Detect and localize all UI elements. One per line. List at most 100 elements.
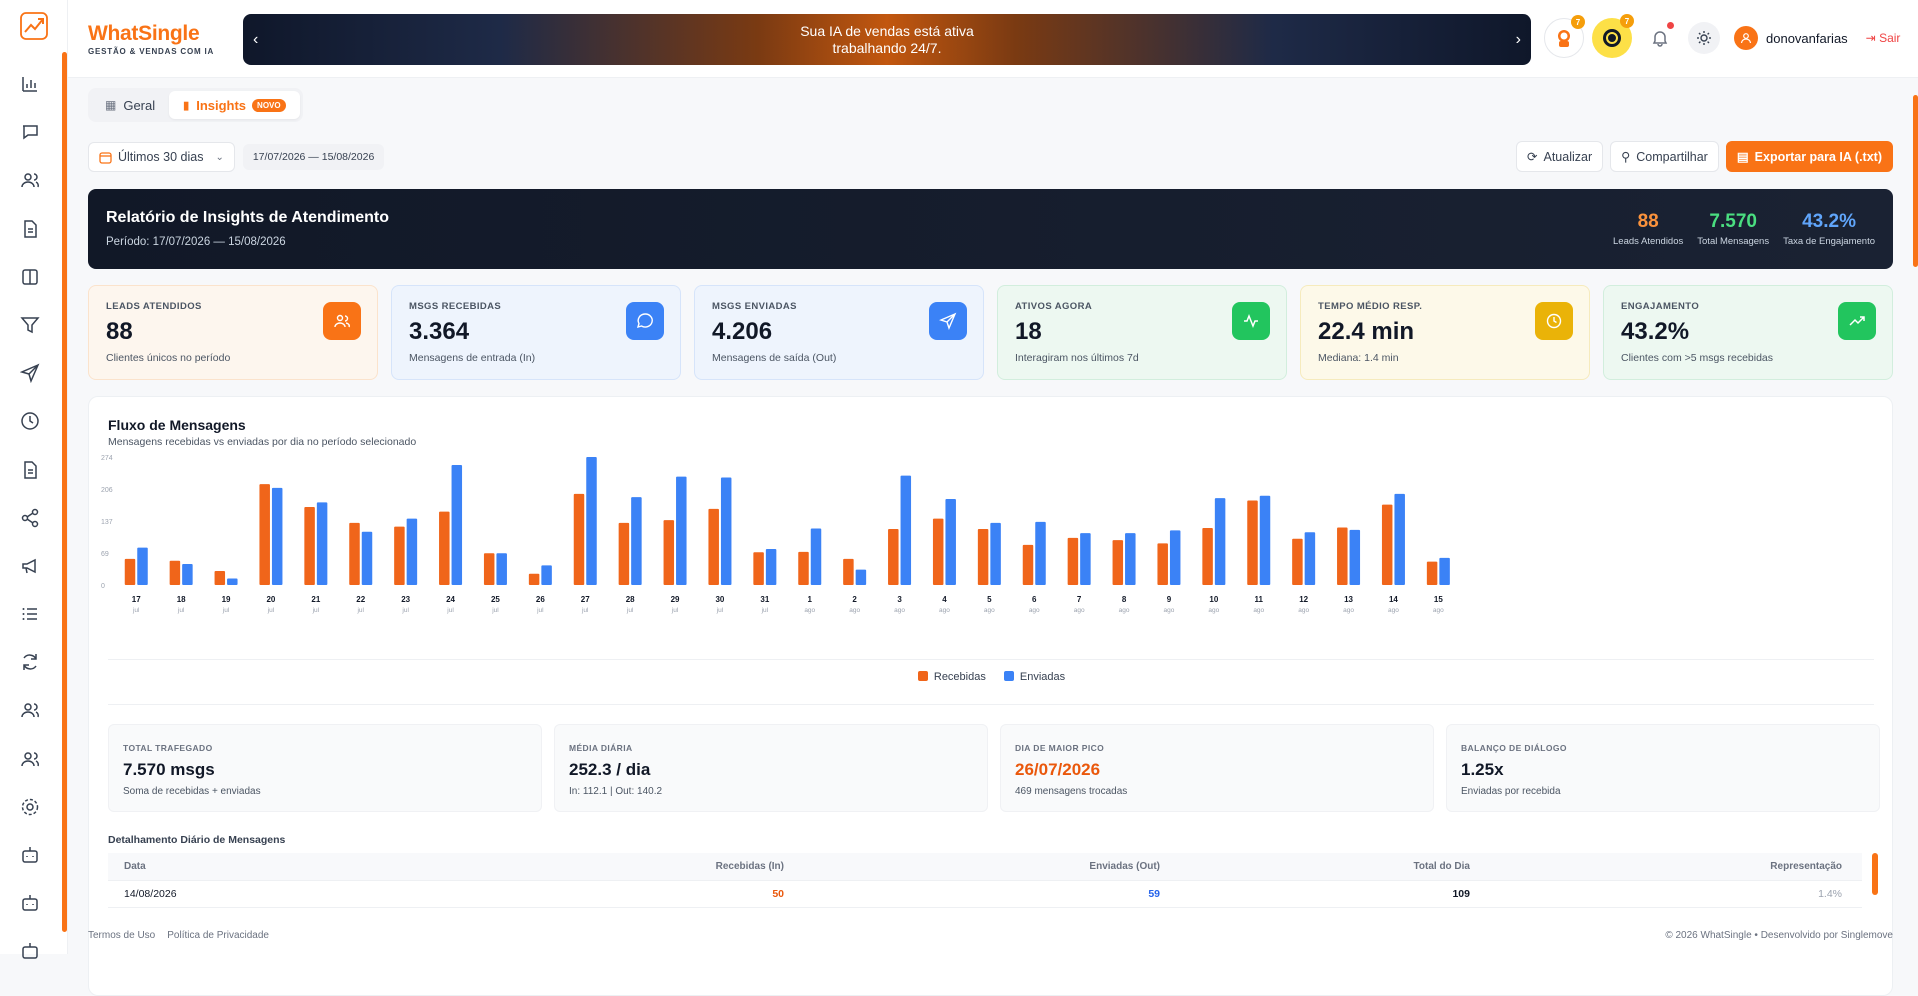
period-select[interactable]: Últimos 30 dias ⌄ [88,142,235,172]
privacy-link[interactable]: Política de Privacidade [167,930,269,941]
bar-sent[interactable] [1349,529,1361,585]
bar-sent[interactable] [227,578,238,585]
bar-received[interactable] [932,518,944,585]
bar-received[interactable] [753,552,764,585]
bar-sent[interactable] [541,565,552,585]
bar-sent[interactable] [496,553,507,585]
logout-button[interactable]: ⇥ Sair [1866,31,1901,45]
page-scrollbar[interactable] [1913,95,1918,267]
bar-sent[interactable] [631,497,642,585]
banner-next-icon[interactable]: › [1515,31,1521,48]
bar-received[interactable] [394,526,405,585]
document-icon[interactable] [18,217,42,241]
chart-bar-icon[interactable] [18,72,42,96]
tab-geral[interactable]: ▦ Geral [91,91,169,119]
bot-icon[interactable] [18,843,42,867]
banner-prev-icon[interactable]: ‹ [253,31,259,48]
bar-received[interactable] [1292,538,1303,585]
bar-received[interactable] [124,558,136,585]
bar-sent[interactable] [1214,498,1226,585]
table-scrollbar[interactable] [1872,853,1878,895]
bar-received[interactable] [977,528,989,585]
bar-sent[interactable] [1259,495,1271,585]
bar-received[interactable] [1112,540,1124,585]
message-icon[interactable] [18,120,42,144]
export-button[interactable]: ▤ Exportar para IA (.txt) [1725,141,1893,172]
bar-sent[interactable] [361,531,373,585]
bar-received[interactable] [1157,543,1168,585]
bar-received[interactable] [483,553,495,585]
bar-sent[interactable] [900,475,912,585]
users-group-icon[interactable] [18,698,42,722]
bar-sent[interactable] [1080,533,1091,585]
bar-received[interactable] [259,484,270,585]
col-total[interactable]: Total do Dia [1413,861,1470,872]
send-icon[interactable] [18,361,42,385]
bar-sent[interactable] [406,518,418,585]
col-received[interactable]: Recebidas (In) [715,861,784,872]
bar-received[interactable] [843,558,854,585]
bar-sent[interactable] [990,522,1001,585]
bar-received[interactable] [618,522,630,585]
bar-received[interactable] [349,522,360,585]
bar-received[interactable] [1337,527,1348,585]
bar-received[interactable] [1202,528,1213,585]
bar-received[interactable] [169,560,181,585]
legend-sent[interactable]: Enviadas [1003,671,1065,683]
bar-received[interactable] [1426,561,1438,585]
table-row[interactable]: 14/08/2026 50 59 109 1.4% [108,881,1862,908]
bar-sent[interactable] [765,549,777,585]
brand[interactable]: WhatSingle GESTÃO & VENDAS COM IA [88,22,214,56]
gear-icon[interactable] [18,795,42,819]
share-button[interactable]: ⚲ Compartilhar [1610,141,1719,172]
terms-link[interactable]: Termos de Uso [88,930,156,941]
bar-received[interactable] [708,508,719,585]
notifications-button[interactable] [1640,18,1680,58]
file-text-icon[interactable] [18,458,42,482]
bar-sent[interactable] [586,457,597,585]
bar-sent[interactable] [1035,521,1046,585]
bar-received[interactable] [798,551,809,585]
bot-alt-icon[interactable] [18,891,42,915]
bar-received[interactable] [439,511,450,585]
filter-icon[interactable] [18,313,42,337]
col-date[interactable]: Data [124,861,146,872]
bar-received[interactable] [214,570,226,585]
bar-received[interactable] [1022,544,1034,585]
bar-sent[interactable] [1439,557,1450,585]
bar-received[interactable] [888,528,899,585]
col-share[interactable]: Representação [1770,861,1842,872]
bar-sent[interactable] [316,502,328,585]
app-logo-icon[interactable] [20,12,48,40]
bar-received[interactable] [528,573,540,585]
bar-received[interactable] [1381,504,1393,585]
bar-sent[interactable] [137,547,148,585]
users-alt-icon[interactable] [18,747,42,771]
bar-received[interactable] [663,520,675,585]
bar-sent[interactable] [1304,532,1316,585]
clock-icon[interactable] [18,409,42,433]
list-icon[interactable] [18,602,42,626]
coin-button[interactable]: 7 [1592,14,1634,58]
ai-agent-button[interactable]: 7 [1544,15,1585,58]
tab-insights[interactable]: ▮ Insights NOVO [169,91,300,119]
megaphone-icon[interactable] [18,554,42,578]
legend-received[interactable]: Recebidas [917,671,986,683]
bar-sent[interactable] [945,499,956,585]
bar-received[interactable] [1247,500,1258,585]
bar-sent[interactable] [855,569,867,585]
bar-sent[interactable] [182,563,193,585]
sidebar-scrollbar[interactable] [62,52,67,932]
bar-sent[interactable] [810,528,822,585]
refresh-icon[interactable] [18,650,42,674]
bar-sent[interactable] [271,487,283,585]
share-icon[interactable] [18,506,42,530]
col-sent[interactable]: Enviadas (Out) [1089,861,1160,872]
columns-icon[interactable] [18,265,42,289]
bar-sent[interactable] [1394,493,1405,585]
theme-toggle-button[interactable] [1688,22,1720,54]
bar-sent[interactable] [1125,533,1136,585]
bar-received[interactable] [573,493,585,585]
user-menu[interactable]: donovanfarias [1734,26,1848,50]
bar-sent[interactable] [676,476,687,585]
